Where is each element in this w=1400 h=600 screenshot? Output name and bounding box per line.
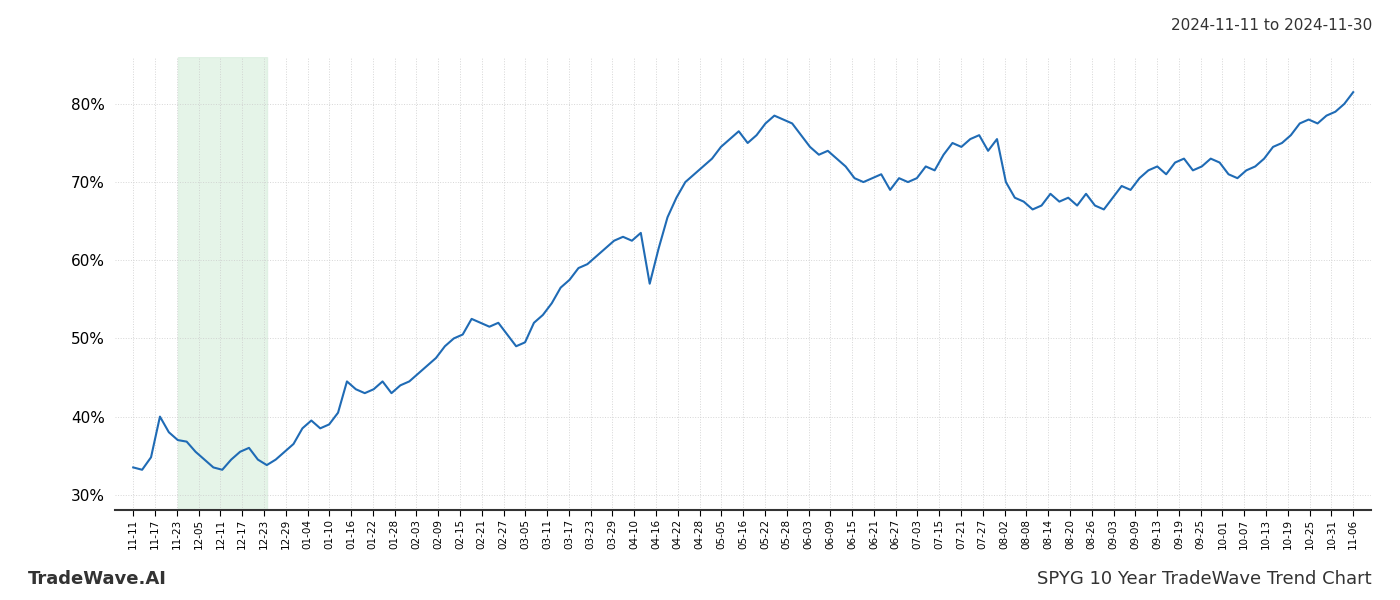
Bar [178, 57, 267, 511]
Text: 2024-11-11 to 2024-11-30: 2024-11-11 to 2024-11-30 [1170, 18, 1372, 33]
Text: TradeWave.AI: TradeWave.AI [28, 570, 167, 588]
Text: SPYG 10 Year TradeWave Trend Chart: SPYG 10 Year TradeWave Trend Chart [1037, 570, 1372, 588]
